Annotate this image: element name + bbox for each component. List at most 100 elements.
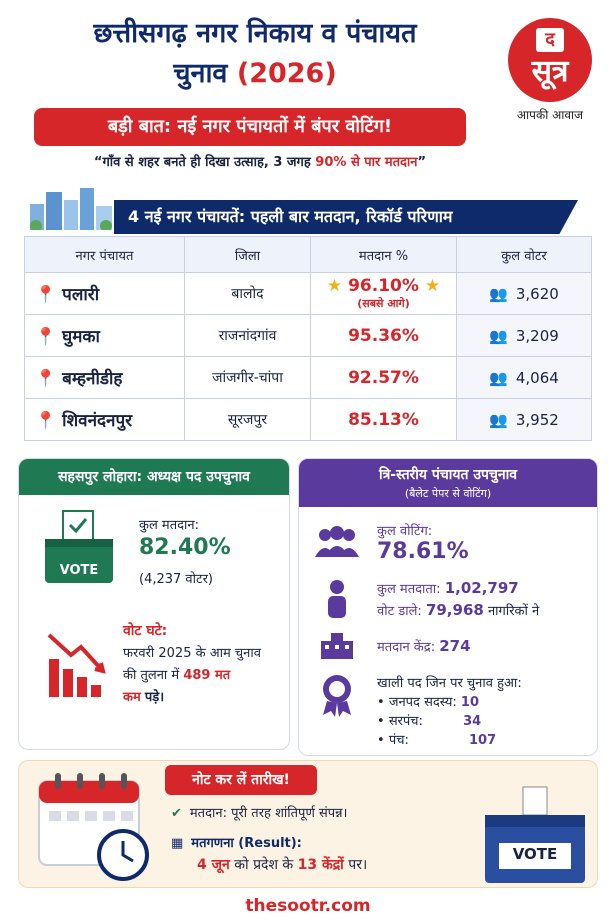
table-row: 📍 बम्हनीडीह जांजगीर-चांपा 92.57% 👥 4,064 [24, 356, 592, 399]
person-icon [328, 580, 346, 618]
panchayat-table: नगर पंचायत जिला मतदान % कुल वोटर 📍 पलारी … [24, 236, 592, 441]
drop-text: फरवरी 2025 के आम चुनाव की तुलना में 489 … [123, 643, 287, 709]
posts-list: • जनपद सदस्य: 10 • सरपंच: 34 • पंच: 107 [377, 693, 577, 750]
polling-label: मतदान: [189, 806, 227, 821]
drop-text-1: फरवरी 2025 के आम चुनाव [123, 646, 261, 661]
total-voting-value: 78.61% [377, 539, 469, 564]
logo-letter: द [536, 28, 564, 52]
list-item: • जनपद सदस्य: 10 [377, 695, 479, 710]
group-icon [315, 526, 359, 557]
turnout-note: (सबसे आगे) [357, 297, 410, 310]
dates-card: नोट कर लें तारीख! ✔ मतदान: पूरी तरह शांति… [18, 760, 598, 888]
post-label: जनपद सदस्य: [388, 695, 457, 710]
cast-line: वोट डाले: 79,968 नागरिकों ने [377, 601, 539, 619]
post-value: 10 [460, 695, 479, 710]
location-pin-icon: 📍 [35, 285, 57, 305]
card-title: त्रि-स्तरीय पंचायत उपचुनाव [378, 467, 518, 483]
building-icon [321, 633, 353, 659]
cast-value: 79,968 [425, 601, 484, 619]
location-pin-icon: 📍 [35, 369, 57, 389]
cast-suffix: नागरिकों ने [487, 604, 540, 619]
list-item: • पंच: 107 [377, 733, 497, 748]
people-icon: 👥 [489, 410, 508, 429]
post-label: सरपंच: [388, 714, 423, 729]
ballot-box-icon [45, 510, 113, 583]
drop-text-3: कम [123, 690, 141, 705]
count-label: मतगणना (Result): [191, 836, 302, 851]
col-header: जिला [184, 236, 311, 273]
drop-text-4: पड़े। [144, 690, 165, 705]
people-icon: 👥 [489, 368, 508, 387]
district: सूरजपुर [184, 398, 311, 441]
vote-box-label: VOTE [512, 845, 558, 863]
sahaspur-card: सहसपुर लोहारा: अध्यक्ष पद उपचुनाव VOTE क… [18, 458, 290, 750]
list-item: • सरपंच: 34 [377, 714, 482, 729]
panchayat-name: बम्हनीडीह [62, 369, 123, 389]
turnout-value: 96.10% [348, 276, 419, 296]
polling-line: ✔ मतदान: पूरी तरह शांतिपूर्ण संपन्न। [171, 803, 347, 821]
count-date: 4 जून [197, 857, 230, 873]
centres-value: 274 [439, 637, 471, 655]
district: बालोद [184, 272, 311, 315]
table-row: 📍 पलारी बालोद ★ 96.10% ★ (सबसे आगे) 👥 3,620 [24, 272, 592, 315]
card-subtitle: (बैलेट पेपर से वोटिंग) [404, 487, 492, 500]
count-detail: 4 जून को प्रदेश के 13 केंद्रों पर। [197, 855, 367, 874]
dates-heading: नोट कर लें तारीख! [165, 765, 317, 795]
footer-link[interactable]: thesootr.com [245, 896, 371, 916]
col-header: मतदान % [310, 236, 457, 273]
panchayat-name: पलारी [62, 285, 100, 305]
voter-count: 3,952 [515, 410, 559, 429]
table-header-row: नगर पंचायत जिला मतदान % कुल वोटर [24, 236, 592, 273]
district: राजनांदगांव [184, 314, 311, 357]
post-label: पंच: [388, 733, 409, 748]
location-pin-icon: 📍 [35, 327, 57, 347]
card-heading: त्रि-स्तरीय पंचायत उपचुनाव (बैलेट पेपर स… [299, 459, 597, 507]
polling-text: पूरी तरह शांतिपूर्ण संपन्न। [231, 806, 348, 821]
title-line-2: चुनाव [173, 58, 228, 89]
title-line-1: छत्तीसगढ़ नगर निकाय व पंचायत [93, 18, 417, 49]
count-num: 13 केंद्रों [297, 857, 344, 873]
cast-label: वोट डाले: [377, 604, 422, 619]
total-voters-line: कुल मतदाता: 1,02,797 [377, 579, 519, 597]
vote-box-icon [485, 786, 585, 883]
quote-line: “गाँव से शहर बनते ही दिखा उत्साह, 3 जगह … [20, 152, 500, 170]
calendar-clock-icon [38, 773, 149, 881]
table-row: 📍 शिवनंदनपुर सूरजपुर 85.13% 👥 3,952 [24, 398, 592, 441]
total-value: 82.40% [139, 535, 231, 560]
logo-word: सूत्र [531, 54, 569, 89]
centres-label: मतदान केंद्र: [377, 640, 436, 655]
city-skyline-icon [30, 188, 112, 230]
panchayat-bypoll-card: त्रि-स्तरीय पंचायत उपचुनाव (बैलेट पेपर स… [298, 458, 598, 756]
calendar-icon: ▦ [171, 836, 184, 851]
drop-value: 489 मत [183, 668, 231, 683]
drop-heading: वोट घटे: [123, 623, 168, 639]
people-icon: 👥 [489, 284, 508, 303]
voter-count: 4,064 [515, 368, 559, 387]
table-row: 📍 घुमका राजनांदगांव 95.36% 👥 3,209 [24, 314, 592, 357]
post-value: 34 [463, 714, 482, 729]
turnout-value: 85.13% [310, 398, 457, 441]
ballot-label: VOTE [59, 563, 99, 578]
card-heading: सहसपुर लोहारा: अध्यक्ष पद उपचुनाव [19, 459, 289, 495]
total-voters-value: 1,02,797 [444, 579, 519, 597]
col-header: नगर पंचायत [24, 236, 185, 273]
check-icon: ✔ [171, 806, 182, 821]
people-icon: 👥 [489, 326, 508, 345]
panchayat-name: शिवनंदनपुर [62, 411, 133, 431]
quote-post: ” [417, 155, 427, 170]
voter-count: 3,620 [515, 284, 559, 303]
location-pin-icon: 📍 [35, 411, 57, 431]
col-header: कुल वोटर [456, 236, 592, 273]
badge-icon [323, 675, 351, 717]
new-panchayats-section: 4 नई नगर पंचायतें: पहली बार मतदान, रिकॉर… [18, 186, 598, 442]
section-heading: 4 नई नगर पंचायतें: पहली बार मतदान, रिकॉर… [114, 200, 578, 234]
total-label: कुल मतदान: [139, 518, 199, 533]
count-mid: को प्रदेश के [234, 857, 294, 873]
count-end: पर। [348, 857, 368, 873]
voter-count: 3,209 [515, 326, 559, 345]
star-icon: ★ [418, 276, 441, 296]
panchayat-name: घुमका [62, 327, 100, 347]
decline-chart-icon [47, 633, 106, 697]
logo-circle: द सूत्र [508, 18, 592, 102]
brand-logo: द सूत्र आपकी आवाज [502, 18, 598, 128]
